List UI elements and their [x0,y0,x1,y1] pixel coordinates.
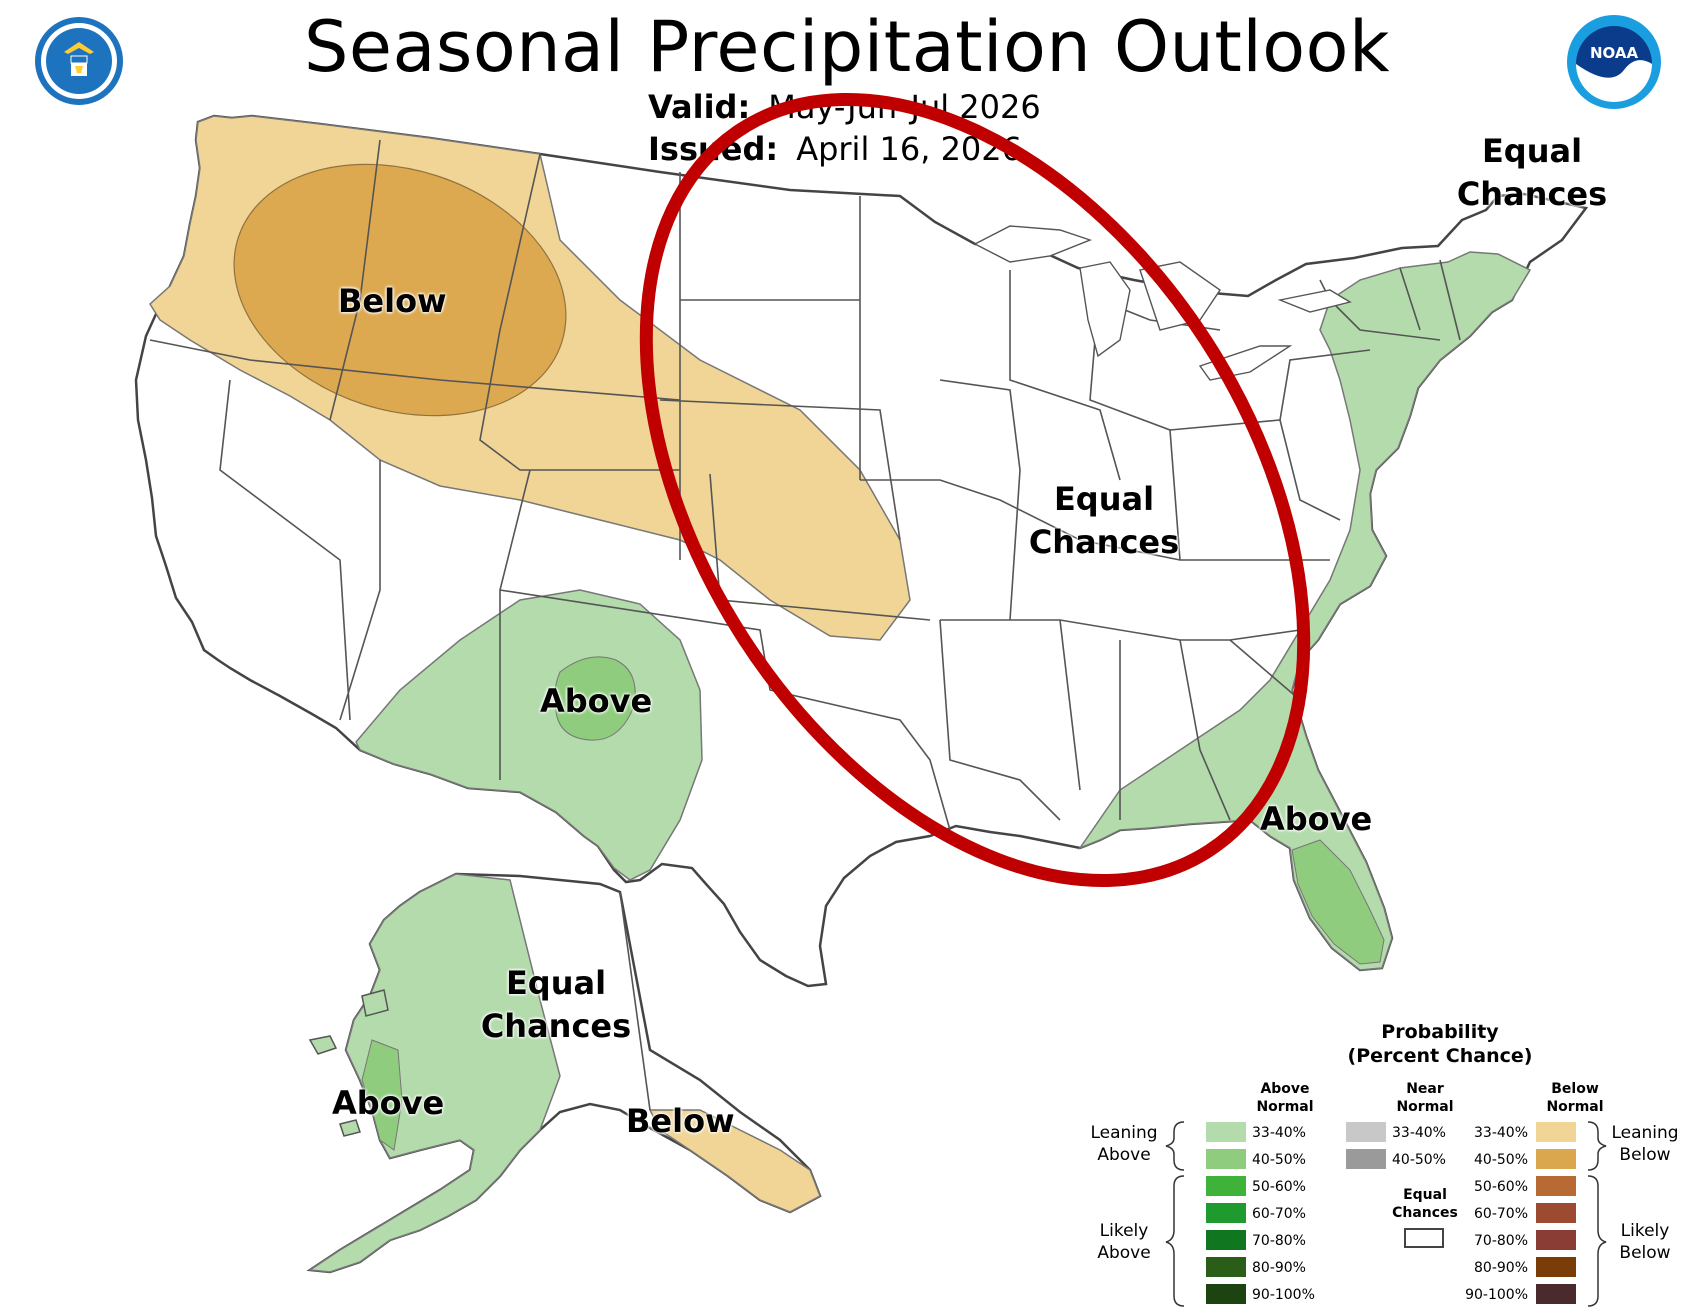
alaska-islands [308,989,389,1137]
legend-col-below-line2: Normal [1546,1099,1604,1115]
legend-near-row-label: 33-40% [1392,1125,1446,1141]
label-central-equal-line2: Chances [1028,523,1180,561]
legend-leaning-below: Leaning Below [1602,1122,1688,1166]
legend-likely-above-line2: Above [1097,1243,1151,1263]
east-leaning-above-area [1077,251,1532,971]
label-ne-equal-chances: Equal Chances [1452,130,1612,216]
legend-below-row-swatch [1536,1257,1576,1277]
legend-above-row-label: 80-90% [1252,1260,1306,1276]
legend-below-row-swatch [1536,1203,1576,1223]
legend-below-row-swatch [1536,1284,1576,1304]
label-ak-equal-line2: Chances [480,1007,632,1045]
noaa-logo-icon: NOAA [1567,15,1661,109]
legend-col-above: Above Normal [1240,1080,1330,1116]
state-borders [149,139,1461,831]
legend-likely-below: Likely Below [1602,1220,1688,1264]
legend-braces [1165,1121,1607,1307]
alaska-border-line [619,891,651,1111]
nw-below-40-50-area [233,163,567,417]
legend-col-near-line1: Near [1406,1081,1444,1097]
legend-below-row-label: 70-80% [1474,1233,1528,1249]
legend-above-row-label: 60-70% [1252,1206,1306,1222]
legend-leaning-below-line1: Leaning [1611,1123,1679,1143]
legend-equal-line1: Equal [1403,1187,1447,1203]
noaa-logo-text: NOAA [1590,44,1639,62]
legend-below-row-swatch [1536,1149,1576,1169]
label-ne-equal-line1: Equal [1481,132,1583,170]
legend-above-row-swatch [1206,1203,1246,1223]
legend-near-row-label: 40-50% [1392,1152,1446,1168]
legend-leaning-above-line2: Above [1097,1145,1151,1165]
label-ak-equal-line1: Equal [505,964,607,1002]
legend-above-row-label: 50-60% [1252,1179,1306,1195]
legend-equal-chances: Equal Chances [1380,1186,1470,1222]
legend-below-row-label: 60-70% [1474,1206,1528,1222]
legend-above-row-label: 40-50% [1252,1152,1306,1168]
legend: Probability (Percent Chance) Above Norma… [1080,1020,1694,1309]
legend-title-line2: (Percent Chance) [1347,1045,1533,1067]
legend-col-above-line1: Above [1260,1081,1310,1097]
map-title: Seasonal Precipitation Outlook [304,6,1390,88]
legend-above-row-label: 70-80% [1252,1233,1306,1249]
legend-above-row-swatch [1206,1257,1246,1277]
legend-below-row-swatch [1536,1230,1576,1250]
legend-below-row-label: 50-60% [1474,1179,1528,1195]
legend-col-below-line1: Below [1551,1081,1599,1097]
label-ne-equal-line2: Chances [1456,175,1608,213]
label-sw-above: Above [540,682,653,720]
label-ak-below: Below [626,1102,735,1140]
legend-below-row-label: 40-50% [1474,1152,1528,1168]
legend-above-row-swatch [1206,1122,1246,1142]
legend-below-row-label: 90-100% [1465,1287,1528,1303]
legend-above-row-swatch [1206,1176,1246,1196]
issued-date: Issued: April 16, 2026 [648,130,1022,168]
legend-col-below: Below Normal [1530,1080,1620,1116]
label-ak-above: Above [332,1084,445,1122]
legend-leaning-above-line1: Leaning [1090,1123,1158,1143]
commerce-seal-icon [35,17,123,105]
label-central-equal-chances: Equal Chances [1024,478,1184,564]
label-ak-equal-chances: Equal Chances [476,962,636,1048]
legend-below-row-label: 80-90% [1474,1260,1528,1276]
legend-above-row-label: 90-100% [1252,1287,1315,1303]
legend-likely-below-line2: Below [1619,1243,1671,1263]
alaska-panhandle-below-area [648,1109,821,1213]
legend-title: Probability (Percent Chance) [1300,1020,1580,1068]
legend-leaning-above: Leaning Above [1084,1122,1164,1166]
legend-below-row-label: 33-40% [1474,1125,1528,1141]
legend-leaning-below-line2: Below [1619,1145,1671,1165]
sw-above-40-50-area [554,656,636,741]
legend-col-near-line2: Normal [1396,1099,1454,1115]
legend-equal-swatch [1404,1228,1444,1248]
legend-below-row-swatch [1536,1176,1576,1196]
florida-above-40-50-area [1291,839,1385,965]
legend-below-row-swatch [1536,1122,1576,1142]
alaska-leaning-above-area [307,873,561,1273]
legend-above-row-swatch [1206,1230,1246,1250]
legend-equal-line2: Chances [1392,1205,1458,1221]
legend-likely-below-line1: Likely [1620,1221,1670,1241]
legend-likely-above: Likely Above [1084,1220,1164,1264]
legend-col-above-line2: Normal [1256,1099,1314,1115]
annotation-ring [639,93,1311,887]
valid-key: Valid: [648,88,751,126]
label-nw-below: Below [338,282,447,320]
legend-near-row-swatch [1346,1149,1386,1169]
legend-col-near: Near Normal [1380,1080,1470,1116]
legend-above-row-swatch [1206,1284,1246,1304]
alaska-above-40-50-area [361,1039,403,1151]
label-se-above: Above [1260,800,1373,838]
legend-likely-above-line1: Likely [1099,1221,1149,1241]
legend-above-row-label: 33-40% [1252,1125,1306,1141]
legend-near-row-swatch [1346,1122,1386,1142]
label-central-equal-line1: Equal [1053,480,1155,518]
legend-above-row-swatch [1206,1149,1246,1169]
legend-title-line1: Probability [1381,1021,1499,1043]
